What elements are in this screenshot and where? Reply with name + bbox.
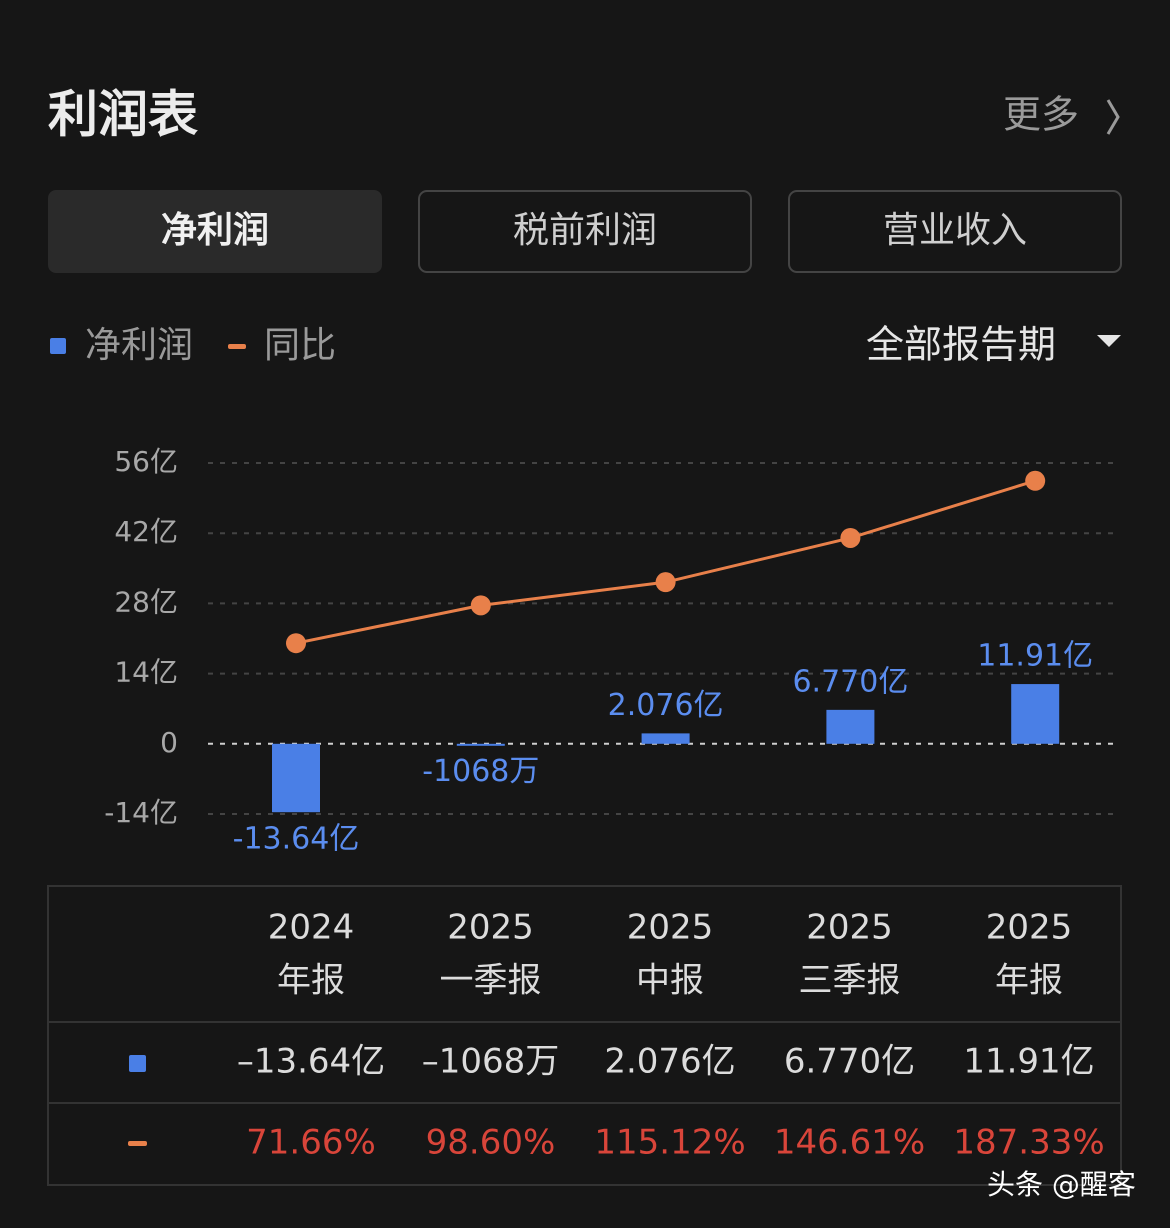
line-point: [286, 633, 306, 654]
row-icon: [128, 1141, 147, 1146]
table-header-year: 2025: [447, 908, 534, 948]
more-link[interactable]: 更多: [1003, 93, 1079, 137]
table-header-year: 2025: [627, 908, 714, 948]
table-cell: –13.64亿: [237, 1042, 385, 1082]
value-label: -1068万: [422, 754, 539, 789]
table-frame: [47, 885, 1122, 1186]
table-header-period: 一季报: [440, 961, 542, 1001]
y-tick-label: -14亿: [104, 796, 178, 829]
table-header-period: 年报: [995, 961, 1063, 1001]
table-cell: 115.12%: [594, 1123, 745, 1163]
watermark: 头条 @醒客: [987, 1168, 1136, 1201]
value-label: 2.076亿: [608, 688, 724, 723]
line-point: [470, 595, 491, 616]
row-icon: [129, 1055, 146, 1072]
y-tick-label: 56亿: [114, 445, 178, 478]
bar: [641, 733, 690, 744]
legend-label: 净利润: [85, 325, 193, 366]
line-point: [1025, 470, 1046, 491]
table-header-period: 中报: [636, 961, 704, 1001]
y-tick-label: 42亿: [114, 515, 178, 548]
bar: [826, 709, 875, 744]
table-cell: 146.61%: [774, 1123, 925, 1163]
tab-active[interactable]: [48, 190, 382, 273]
table-cell: 71.66%: [246, 1123, 376, 1163]
table-cell: 6.770亿: [784, 1042, 915, 1082]
legend-label: 同比: [264, 325, 336, 366]
value-label: 6.770亿: [792, 664, 908, 699]
table-cell: 2.076亿: [604, 1042, 735, 1082]
table-cell: 187.33%: [953, 1123, 1104, 1163]
y-tick-label: 14亿: [114, 656, 178, 689]
value-label: -13.64亿: [233, 822, 360, 857]
tab-label[interactable]: 营业收入: [883, 210, 1027, 251]
dropdown-arrow[interactable]: [1097, 335, 1121, 347]
tab-label[interactable]: 净利润: [161, 210, 269, 251]
bar: [1011, 684, 1060, 744]
legend-swatch: [228, 344, 246, 349]
y-tick-label: 0: [160, 726, 178, 759]
tab-label[interactable]: 税前利润: [513, 210, 657, 251]
bar: [272, 743, 320, 813]
table-header-year: 2025: [986, 908, 1073, 948]
legend-swatch: [50, 338, 66, 354]
value-label: 11.91亿: [977, 639, 1093, 674]
chevron[interactable]: [1106, 99, 1120, 135]
bar: [456, 743, 505, 746]
table-cell: 11.91亿: [963, 1042, 1094, 1082]
table-header-year: 2025: [806, 908, 893, 948]
page-title: 利润表: [48, 86, 198, 144]
table-header-period: 三季报: [799, 961, 901, 1001]
y-tick-label: 28亿: [114, 585, 178, 618]
table-cell: 98.60%: [426, 1123, 556, 1163]
tab[interactable]: [788, 190, 1122, 273]
table-header-year: 2024: [268, 908, 355, 948]
table-cell: –1068万: [422, 1042, 560, 1082]
line-point: [655, 572, 676, 593]
period-filter[interactable]: 全部报告期: [866, 323, 1056, 367]
table-header-period: 年报: [277, 961, 345, 1001]
tab[interactable]: [418, 190, 752, 273]
line-point: [840, 527, 861, 548]
